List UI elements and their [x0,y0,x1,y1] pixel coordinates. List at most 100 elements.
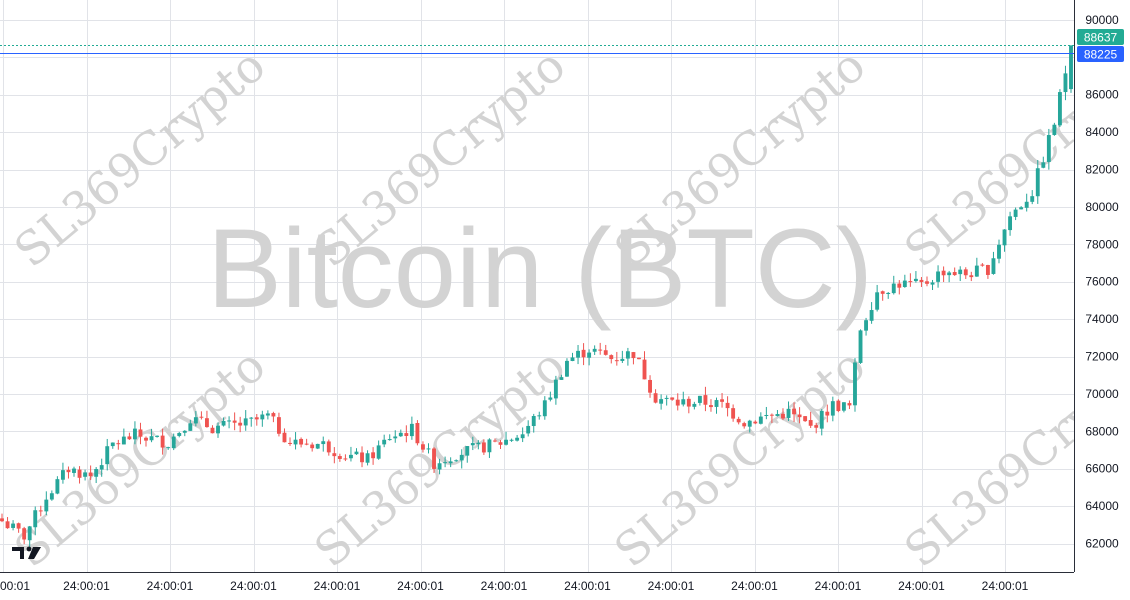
candle[interactable] [99,458,104,477]
candle[interactable] [830,396,835,422]
candle[interactable] [365,450,370,466]
candle[interactable] [963,267,968,279]
candle[interactable] [454,459,459,462]
candle[interactable] [565,358,569,377]
candle[interactable] [1002,229,1007,252]
candle[interactable] [66,466,71,479]
candle[interactable] [144,436,148,447]
candle[interactable] [1046,128,1051,170]
candle[interactable] [11,520,16,531]
candle[interactable] [1013,207,1018,221]
candle[interactable] [969,271,974,282]
candle[interactable] [166,446,171,450]
candle[interactable] [265,410,270,420]
candle[interactable] [415,420,420,446]
candle[interactable] [725,396,730,417]
candle[interactable] [16,522,21,533]
candle[interactable] [681,391,686,407]
candle[interactable] [260,410,265,427]
candle[interactable] [609,354,614,364]
candle[interactable] [216,422,220,438]
candle[interactable] [77,466,82,484]
candle[interactable] [670,397,675,401]
candle[interactable] [603,344,608,356]
candle[interactable] [277,412,281,437]
candle[interactable] [1019,206,1024,210]
candle[interactable] [1024,193,1029,212]
candle[interactable] [625,347,630,366]
candle[interactable] [343,454,348,462]
candle[interactable] [781,408,785,421]
candle[interactable] [310,442,315,452]
candle[interactable] [581,343,586,366]
candle[interactable] [908,273,913,287]
candle[interactable] [1063,65,1068,101]
candle[interactable] [570,352,575,362]
candle[interactable] [326,439,331,456]
candle[interactable] [875,284,880,312]
candle[interactable] [775,409,780,417]
candle[interactable] [204,410,209,428]
candle[interactable] [437,458,442,475]
time-axis[interactable]: 00:01 24:00:01 24:00:01 24:00:01 24:00:01 24:… [0,572,1074,600]
candle[interactable] [221,417,226,427]
candle[interactable] [88,465,93,481]
candle[interactable] [952,267,957,276]
candle[interactable] [60,462,65,484]
candle[interactable] [542,396,547,420]
candle[interactable] [675,393,680,411]
candle[interactable] [177,431,182,438]
candle[interactable] [592,345,597,355]
candle[interactable] [199,411,204,420]
candle[interactable] [742,421,747,429]
candle[interactable] [897,280,902,295]
candle[interactable] [1041,156,1046,169]
candle[interactable] [803,416,808,422]
candle[interactable] [1052,122,1057,136]
candle[interactable] [653,389,658,404]
candle[interactable] [731,404,736,422]
candle[interactable] [985,264,990,279]
candle[interactable] [188,419,193,431]
candle[interactable] [409,416,414,440]
candle[interactable] [880,290,885,301]
candle[interactable] [941,266,946,282]
candle[interactable] [853,358,857,412]
candle[interactable] [160,428,165,455]
candle[interactable] [709,399,713,412]
candle[interactable] [293,432,298,450]
candle[interactable] [919,277,924,287]
candle[interactable] [764,406,769,420]
candle[interactable] [243,410,248,431]
candle[interactable] [371,447,376,465]
candle[interactable] [349,446,353,462]
candle[interactable] [559,374,564,380]
candle[interactable] [925,276,929,287]
price-axis[interactable]: 62000 64000 66000 68000 70000 72000 74000 76000… [1074,0,1130,600]
candle[interactable] [1030,190,1035,205]
candle[interactable] [210,425,215,434]
candle[interactable] [587,349,592,366]
candle[interactable] [576,344,580,365]
candle[interactable] [421,441,425,453]
candle[interactable] [531,413,536,433]
candle[interactable] [376,440,381,460]
candle[interactable] [758,412,763,425]
candle[interactable] [714,397,719,414]
candle[interactable] [321,436,326,452]
candle[interactable] [841,402,846,413]
candle[interactable] [631,351,636,365]
candle[interactable] [38,505,43,517]
candle[interactable] [227,416,232,429]
candle[interactable] [614,351,619,366]
candle[interactable] [238,416,243,433]
candle[interactable] [902,274,907,288]
candle[interactable] [470,436,475,451]
candle[interactable] [808,411,813,428]
candle[interactable] [1057,89,1062,127]
candle[interactable] [127,432,132,440]
candle[interactable] [498,440,503,449]
candle[interactable] [432,447,436,474]
candle[interactable] [387,434,392,441]
candle[interactable] [697,395,702,406]
